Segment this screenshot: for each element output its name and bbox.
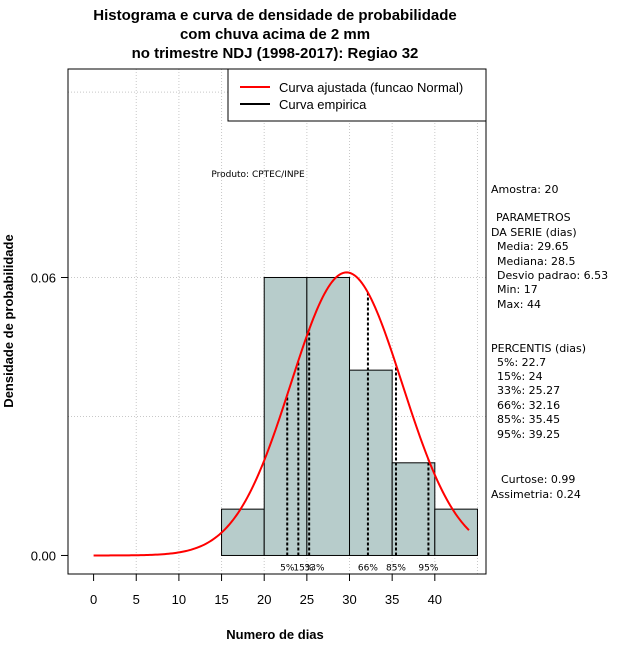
axes: 0 5 10 15 20 25 30 35 40 0.00 0.06 bbox=[31, 270, 442, 607]
legend: Curva ajustada (funcao Normal) Curva emp… bbox=[227, 68, 487, 122]
x-tick-label: 20 bbox=[257, 592, 271, 607]
x-tick-label: 0 bbox=[90, 592, 97, 607]
percentile-label: 95% bbox=[418, 563, 438, 573]
percentil-15: 15%: 24 bbox=[497, 370, 543, 383]
x-tick-label: 5 bbox=[133, 592, 140, 607]
histogram-bar bbox=[306, 276, 351, 556]
percentile-label: 5% bbox=[280, 563, 295, 573]
curtose: Curtose: 0.99 bbox=[501, 473, 575, 486]
percentile-label: 33% bbox=[305, 563, 325, 573]
x-tick-label: 10 bbox=[172, 592, 186, 607]
param-max: Max: 44 bbox=[497, 298, 541, 311]
legend-box bbox=[227, 68, 487, 122]
x-axis-label: Numero de dias bbox=[226, 627, 324, 642]
legend-label-empirical: Curva empirica bbox=[279, 97, 367, 112]
histogram-bar bbox=[349, 369, 393, 556]
chart-title-line-2: com chuva acima de 2 mm bbox=[180, 26, 370, 43]
assimetria: Assimetria: 0.24 bbox=[491, 488, 581, 501]
y-axis-label: Densidade de probabilidade bbox=[1, 234, 16, 407]
percentil-66: 66%: 32.16 bbox=[497, 399, 560, 412]
percentile-label: 85% bbox=[386, 563, 406, 573]
percentile-labels: 5% 15%33% 66% 85% 95% bbox=[280, 563, 439, 573]
percentil-33: 33%: 25.27 bbox=[497, 384, 560, 397]
param-min: Min: 17 bbox=[497, 283, 538, 296]
normal-curve-line bbox=[93, 271, 470, 557]
histogram-bars bbox=[221, 276, 478, 556]
sample-size: Amostra: 20 bbox=[491, 183, 558, 196]
percentile-lines bbox=[286, 292, 430, 556]
stats-panel: Amostra: 20 PARAMETROS DA SERIE (dias) M… bbox=[491, 183, 608, 501]
param-desvio: Desvio padrao: 6.53 bbox=[497, 269, 608, 282]
product-annotation: Produto: CPTEC/INPE bbox=[211, 170, 305, 180]
y-tick-label: 0.06 bbox=[31, 270, 56, 285]
percentile-label: 15% bbox=[293, 563, 313, 573]
x-tick-label: 15 bbox=[214, 592, 228, 607]
percentis-header: PERCENTIS (dias) bbox=[491, 342, 586, 355]
chart-title-line-3: no trimestre NDJ (1998-2017): Regiao 32 bbox=[132, 45, 419, 62]
percentil-5: 5%: 22.7 bbox=[497, 356, 546, 369]
histogram-bar bbox=[221, 508, 265, 556]
normal-curve bbox=[93, 271, 470, 557]
param-mediana: Mediana: 28.5 bbox=[497, 255, 575, 268]
x-tick-label: 30 bbox=[342, 592, 356, 607]
percentile-label: 66% bbox=[358, 563, 378, 573]
x-tick-label: 35 bbox=[385, 592, 399, 607]
x-tick-label: 25 bbox=[300, 592, 314, 607]
param-media: Media: 29.65 bbox=[497, 240, 569, 253]
params-header-1: PARAMETROS bbox=[496, 211, 571, 224]
x-tick-label: 40 bbox=[428, 592, 442, 607]
y-tick-label: 0.00 bbox=[31, 548, 56, 563]
params-header-2: DA SERIE (dias) bbox=[491, 226, 577, 239]
chart-title-line-1: Histograma e curva de densidade de proba… bbox=[93, 7, 456, 24]
histogram-bar bbox=[434, 508, 478, 556]
legend-label-normal: Curva ajustada (funcao Normal) bbox=[279, 80, 463, 95]
histogram-bar bbox=[263, 276, 308, 556]
percentil-95: 95%: 39.25 bbox=[497, 428, 560, 441]
percentil-85: 85%: 35.45 bbox=[497, 413, 560, 426]
